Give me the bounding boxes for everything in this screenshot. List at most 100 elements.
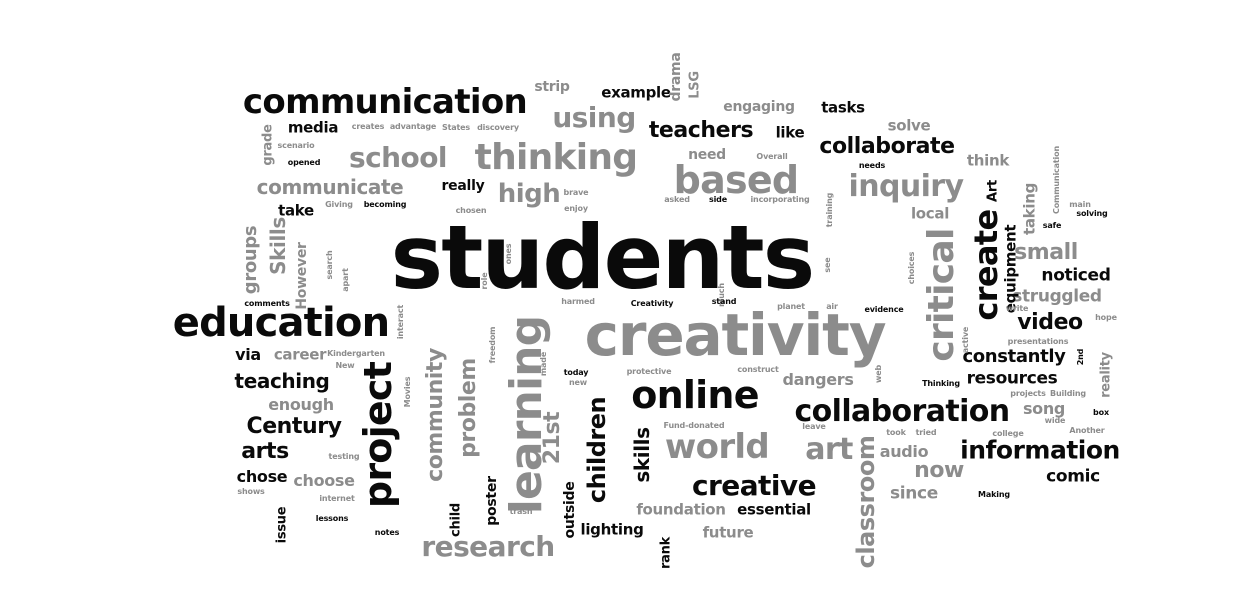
word: arts [241, 439, 289, 464]
word: solve [887, 116, 931, 135]
word: training [825, 192, 834, 228]
word: Making [978, 490, 1010, 499]
word: like [775, 123, 805, 142]
word: testing [328, 452, 360, 461]
word: protective [626, 367, 672, 376]
word: Skills [266, 217, 290, 275]
word: struggled [1012, 286, 1102, 307]
word: inquiry [848, 169, 965, 204]
word: school [349, 141, 447, 174]
word: world [664, 427, 770, 467]
word: creates [351, 122, 385, 131]
word: really [441, 178, 485, 194]
word: comments [244, 299, 290, 308]
word: issue [274, 506, 290, 544]
word: outside [562, 481, 578, 539]
word: discovery [477, 123, 519, 132]
word: research [421, 530, 555, 563]
word: today [563, 368, 589, 377]
word: scenario [277, 141, 315, 150]
word: active [961, 326, 970, 354]
word: 2nd [1076, 348, 1085, 366]
word: becoming [363, 200, 407, 209]
word: Giving [325, 200, 353, 209]
word: freedom [488, 326, 497, 364]
word: comic [1046, 466, 1100, 487]
word: equipment [1001, 224, 1020, 314]
word: constantly [962, 346, 1066, 367]
word: ones [504, 243, 513, 265]
word: students [390, 206, 816, 309]
word: tasks [821, 98, 865, 117]
word: collaborate [819, 134, 955, 159]
word: skills [630, 427, 654, 483]
word: opened [287, 158, 321, 167]
word: Communication [1052, 146, 1061, 214]
word: Art [985, 180, 1001, 202]
word: project [356, 361, 400, 509]
word: interact [396, 304, 405, 340]
word: asked [664, 195, 690, 204]
word: chose [236, 467, 288, 486]
word: song [1022, 399, 1066, 418]
word: new [568, 378, 588, 387]
word: Creativity [630, 299, 674, 308]
word: online [631, 373, 759, 417]
word: choose [293, 471, 355, 490]
word: wide [1044, 416, 1066, 425]
word: create [967, 209, 1005, 321]
word: chosen [455, 206, 487, 215]
word: notes [374, 528, 400, 537]
word: strip [534, 79, 570, 95]
word: video [1017, 310, 1083, 335]
word: resources [966, 368, 1058, 389]
word: shows [237, 487, 265, 496]
word: stand [711, 297, 737, 306]
word: lessons [315, 514, 349, 523]
word: 21st [540, 411, 565, 465]
word: child [448, 503, 464, 537]
word: Overall [756, 152, 788, 161]
word: New [335, 361, 355, 370]
word: media [287, 118, 339, 137]
word: write [1005, 304, 1029, 313]
word: communication [242, 82, 528, 122]
word: evidence [864, 305, 904, 314]
word: critical [921, 228, 962, 362]
word: presentations [1007, 337, 1069, 346]
word: brave [563, 188, 589, 197]
word: problem [456, 358, 481, 458]
word: small [1014, 240, 1078, 265]
word: role [480, 272, 489, 290]
word: essential [737, 500, 811, 519]
word: dangers [782, 370, 854, 389]
word: internet [319, 494, 355, 503]
word: planet [777, 302, 805, 311]
word: since [890, 483, 938, 504]
word: Another [1069, 426, 1105, 435]
word: career [273, 345, 327, 364]
word: Kindergarten [327, 349, 385, 358]
word: solving [1076, 209, 1108, 218]
word: local [910, 204, 950, 223]
word: Movies [403, 376, 412, 408]
word: groups [240, 225, 261, 295]
word: LSG [687, 71, 703, 99]
word: main [1069, 200, 1091, 209]
word: safe [1042, 221, 1062, 230]
word: reality [1098, 352, 1114, 398]
word: incorporating [750, 195, 810, 204]
word: teachers [648, 118, 754, 143]
word: trash [509, 507, 533, 516]
word: construct [737, 365, 779, 374]
word: children [583, 396, 611, 504]
word: creative [691, 469, 817, 502]
word: college [992, 429, 1024, 438]
word: need [688, 147, 726, 163]
word: enough [268, 395, 334, 414]
word: using [552, 101, 636, 134]
word: Building [1050, 389, 1086, 398]
word: side [708, 195, 728, 204]
word: think [966, 151, 1010, 170]
